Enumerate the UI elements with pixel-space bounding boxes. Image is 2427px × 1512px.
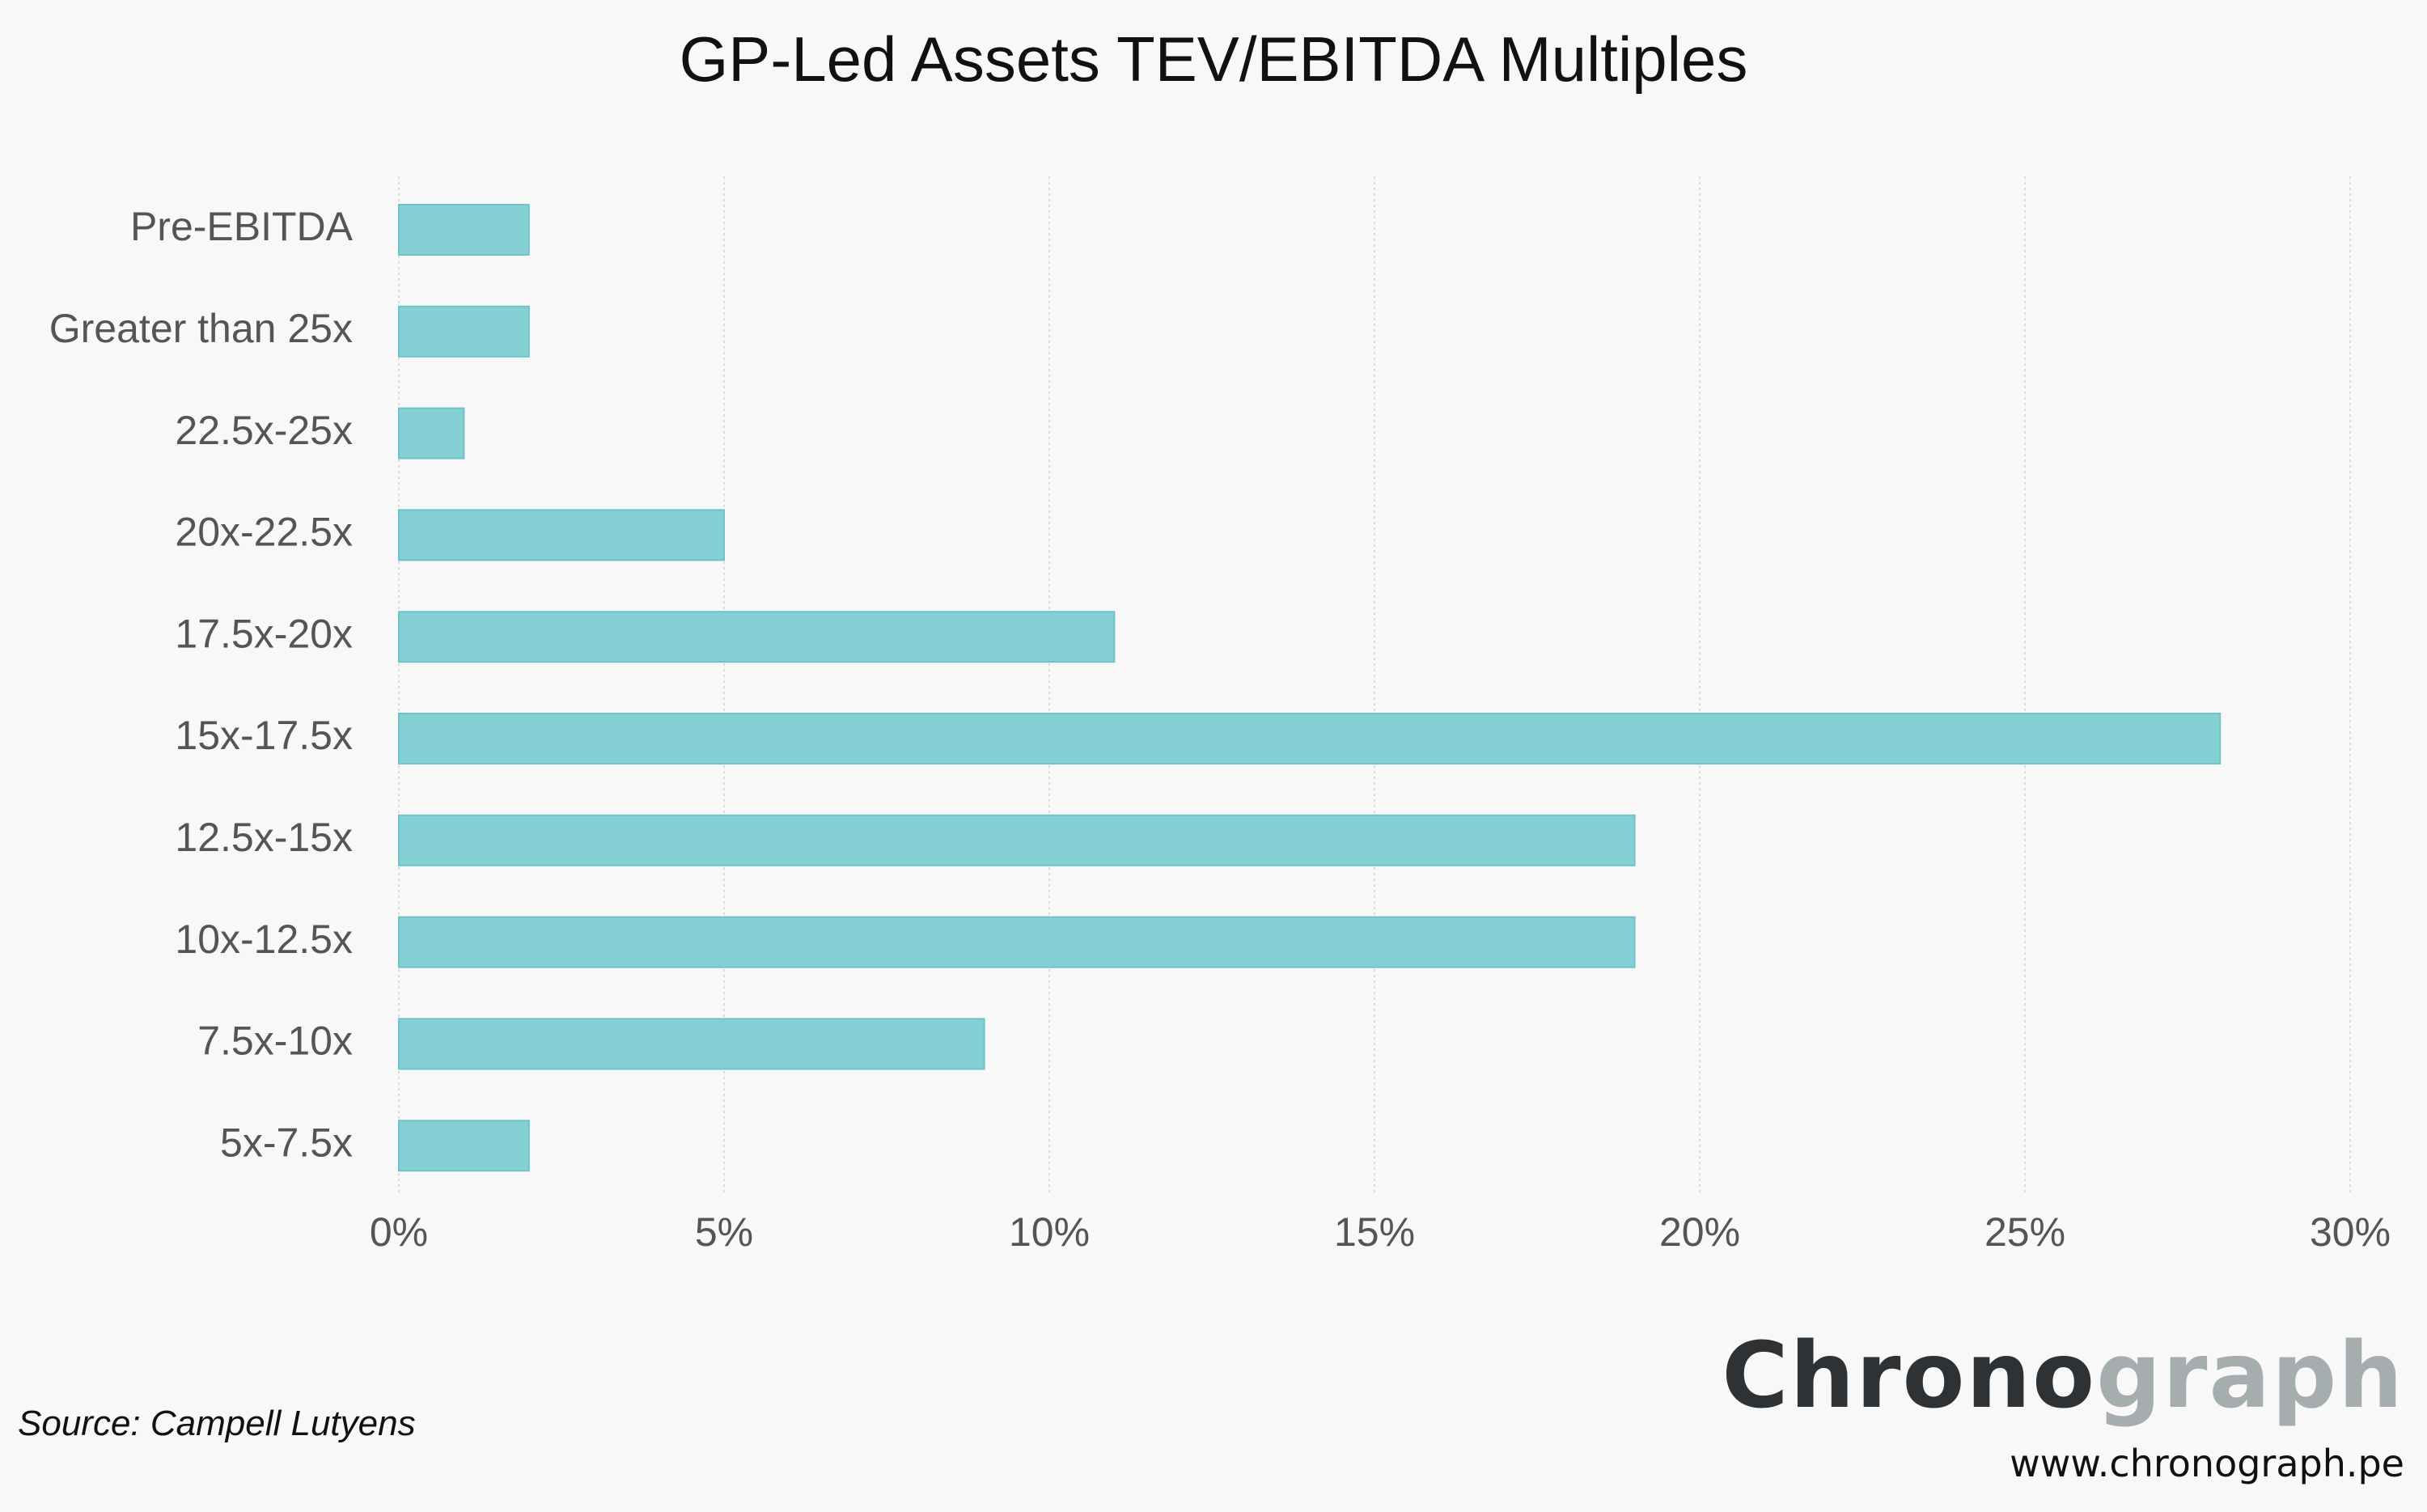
bar — [398, 713, 2222, 764]
category-label: 10x-12.5x — [175, 917, 353, 962]
category-label: 7.5x-10x — [197, 1019, 353, 1064]
x-tick-label: 15% — [1334, 1209, 1415, 1255]
chronograph-logo: Chronograph — [1722, 1331, 2404, 1421]
category-label: 20x-22.5x — [175, 510, 353, 555]
bar — [398, 916, 1636, 968]
bar — [398, 814, 1636, 866]
x-tick-label: 25% — [1984, 1209, 2065, 1255]
x-tick-label: 30% — [2310, 1209, 2391, 1255]
logo-light-part: graph — [2096, 1324, 2404, 1429]
bar — [398, 407, 465, 460]
x-tick-labels: 0% 5% 10% 15% 20% 25% 30% — [370, 1209, 2391, 1255]
bars — [398, 204, 2222, 1172]
bar — [398, 509, 725, 561]
bar — [398, 204, 530, 256]
category-labels: Pre-EBITDA Greater than 25x 22.5x-25x 20x-2… — [49, 204, 354, 1165]
category-label: 17.5x-20x — [175, 611, 353, 656]
logo-dark-part: Chrono — [1722, 1324, 2097, 1429]
website-link[interactable]: www.chronograph.pe — [2010, 1442, 2404, 1485]
category-label: 15x-17.5x — [175, 713, 353, 758]
category-label: Greater than 25x — [49, 306, 353, 351]
category-label: 22.5x-25x — [175, 408, 353, 453]
source-note: Source: Campell Lutyens — [18, 1404, 416, 1443]
x-tick-label: 0% — [370, 1209, 428, 1255]
category-label: 12.5x-15x — [175, 815, 353, 860]
category-label: 5x-7.5x — [220, 1120, 353, 1165]
x-tick-label: 5% — [695, 1209, 753, 1255]
bar — [398, 305, 530, 358]
x-tick-label: 20% — [1659, 1209, 1740, 1255]
chart-title: GP-Led Assets TEV/EBITDA Multiples — [679, 23, 1748, 95]
bar — [398, 1120, 530, 1172]
x-tick-label: 10% — [1009, 1209, 1090, 1255]
bar — [398, 611, 1116, 663]
category-label: Pre-EBITDA — [130, 204, 354, 249]
bar — [398, 1018, 985, 1070]
